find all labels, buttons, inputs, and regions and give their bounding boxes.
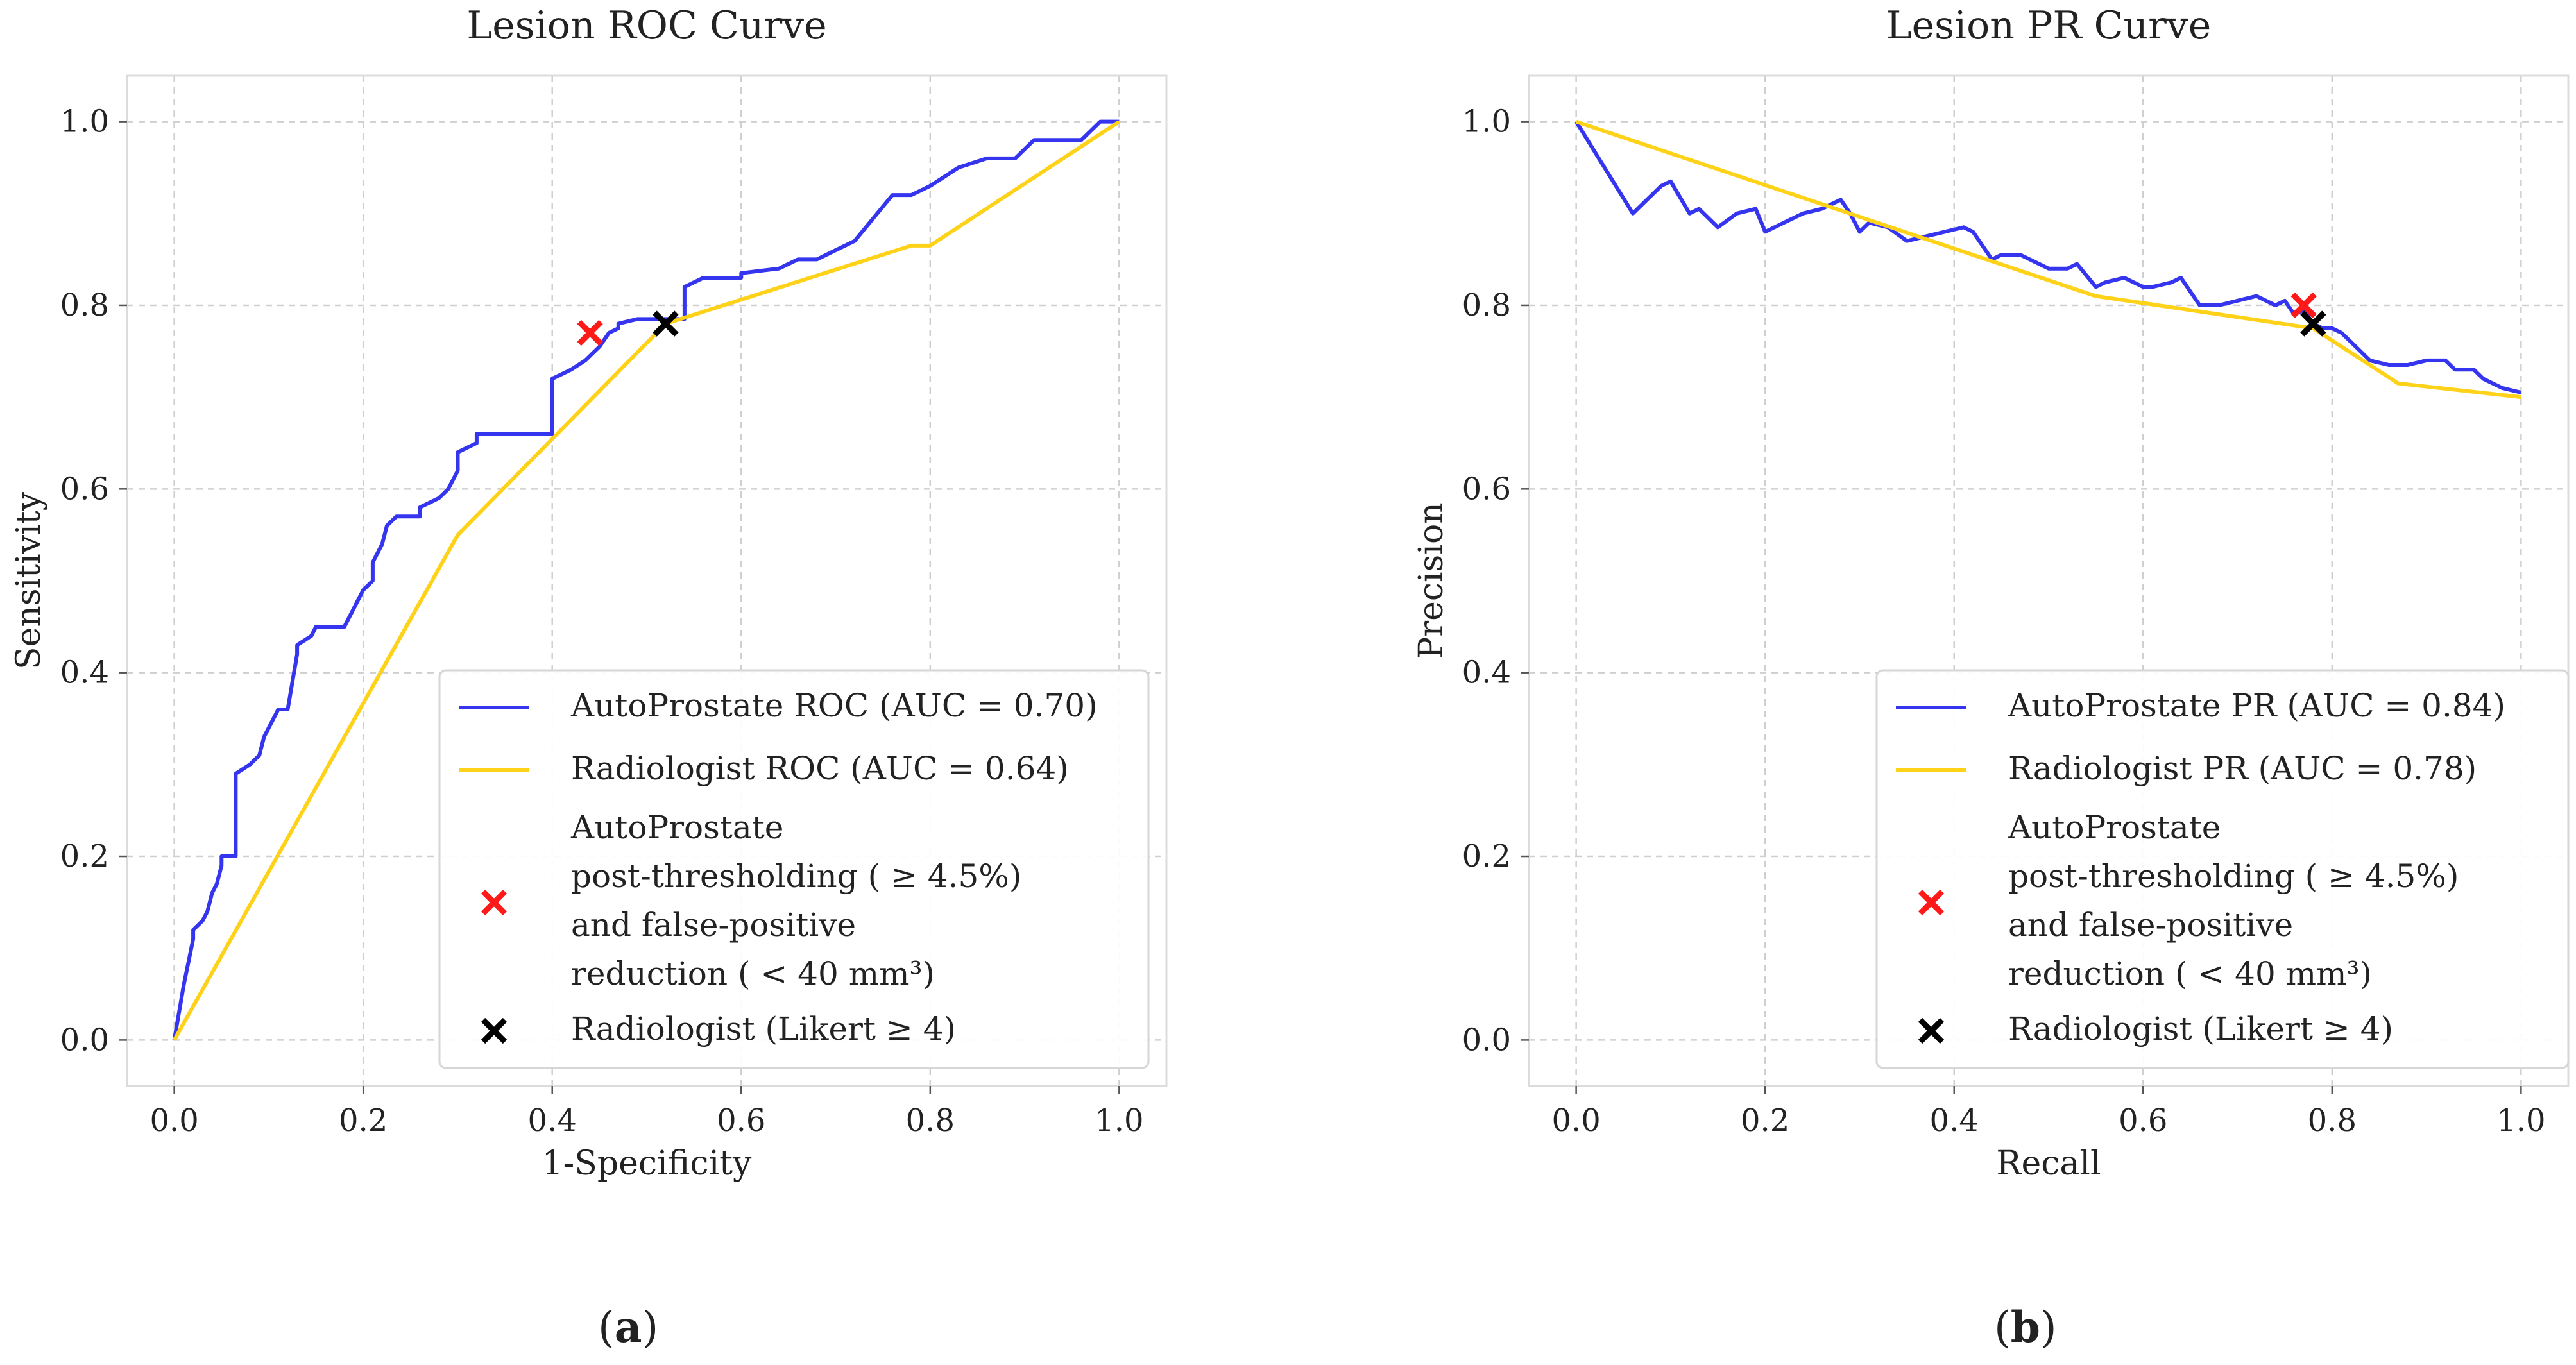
pr-legend: AutoProstate PR (AUC = 0.84) Radiologist … [1875,669,2570,1069]
panel-label-a-close: ) [642,1303,659,1352]
pr-ytick-label-1: 0.2 [1462,838,1511,874]
pr-legend-item-2-swatch-stroke-2 [1918,889,1945,916]
pr-xtick-label-3: 0.6 [2119,1103,2167,1139]
roc-marker-1 [653,310,679,337]
pr-plot-frame [1528,74,2570,1087]
pr-ytick-label-3: 0.6 [1462,471,1511,507]
roc-xtick-label-0: 0.0 [149,1103,198,1139]
pr-title: Lesion PR Curve [1886,3,2211,48]
roc-legend-item-0-label: AutoProstate ROC (AUC = 0.70) [570,687,1098,724]
panel-label-b: (b) [1994,1302,2057,1352]
pr-chart: Lesion PR Curve 0.0 0.2 0.4 0.6 0.8 1.0 0.0 0.2 0… [1412,3,2570,1183]
pr-xlabel: Recall [1996,1144,2101,1183]
roc-xtick-label-2: 0.4 [528,1103,577,1139]
roc-chart: Lesion ROC Curve 0.0 0.2 0.4 0.6 0.8 1.0 0.0 0.2… [10,3,1168,1183]
roc-marker-1-stroke-2 [653,310,679,337]
pr-xtick-label-1: 0.2 [1741,1103,1789,1139]
panel-label-a-open: ( [598,1303,615,1352]
pr-xtick-label-2: 0.4 [1930,1103,1979,1139]
pr-legend-item-2-line-3: reduction ( < 40 mm³) [2008,955,2372,992]
pr-ytick-label-0: 0.0 [1462,1022,1511,1058]
roc-legend: AutoProstate ROC (AUC = 0.70) Radiologist… [438,669,1150,1069]
pr-ytick-label-2: 0.4 [1462,655,1511,691]
panel-label-a: (a) [598,1302,658,1352]
panel-label-a-letter: a [614,1302,642,1352]
roc-ytick-label-2: 0.4 [60,655,109,691]
pr-legend-item-3-swatch [1918,1017,1945,1044]
pr-legend-item-3-label: Radiologist (Likert ≥ 4) [2008,1010,2393,1047]
panel-label-b-close: ) [2040,1303,2057,1352]
pr-xtick-label-4: 0.8 [2308,1103,2357,1139]
pr-marker-1-stroke-2 [2300,310,2326,337]
roc-marker-0 [577,319,603,346]
roc-legend-box [438,669,1150,1069]
roc-legend-item-3-swatch-stroke-2 [481,1017,508,1044]
roc-series-1-line [172,120,1121,1041]
pr-marker-0-stroke-2 [2290,292,2317,319]
roc-title: Lesion ROC Curve [466,3,826,48]
roc-legend-item-3-label: Radiologist (Likert ≥ 4) [571,1010,956,1047]
pr-series-1-line [1575,119,2521,400]
roc-ytick-label-1: 0.2 [60,838,109,874]
pr-series-0-line [1574,121,2522,394]
roc-ytick-label-0: 0.0 [60,1022,109,1058]
pr-legend-item-1-label: Radiologist PR (AUC = 0.78) [2008,750,2477,787]
pr-ytick-label-5: 1.0 [1462,104,1511,140]
roc-ytick-label-4: 0.8 [60,287,109,323]
roc-legend-item-2-line-2: and false-positive [571,906,856,944]
pr-xtick-label-0: 0.0 [1551,1103,1600,1139]
pr-ylabel: Precision [1412,502,1451,659]
roc-xtick-label-1: 0.2 [339,1103,388,1139]
roc-plot-frame [126,74,1168,1087]
roc-xtick-label-4: 0.8 [906,1103,955,1139]
pr-legend-item-2-line-0: AutoProstate [2008,809,2221,846]
pr-marker-1 [2300,310,2326,337]
pr-legend-box [1875,669,2570,1069]
pr-xtick-label-5: 1.0 [2496,1103,2545,1139]
roc-ytick-label-5: 1.0 [60,104,109,140]
roc-legend-item-2-line-0: AutoProstate [570,809,783,846]
pr-legend-item-2-line-1: post-thresholding ( ≥ 4.5%) [2008,858,2459,895]
roc-legend-item-2-line-3: reduction ( < 40 mm³) [571,955,935,992]
roc-legend-item-2-swatch-stroke-2 [481,889,508,916]
panel-label-b-letter: b [2010,1302,2040,1352]
pr-legend-item-2-swatch [1918,889,1945,916]
roc-xlabel: 1-Specificity [542,1144,752,1183]
roc-legend-item-1-label: Radiologist ROC (AUC = 0.64) [571,750,1069,787]
roc-legend-item-3-swatch [481,1017,508,1044]
pr-legend-item-0-label: AutoProstate PR (AUC = 0.84) [2008,687,2505,724]
roc-series-0-line [172,119,1120,1040]
pr-ytick-label-4: 0.8 [1462,287,1511,323]
pr-legend-item-3-swatch-stroke-2 [1918,1017,1945,1044]
roc-legend-item-2-swatch [481,889,508,916]
pr-legend-item-2-line-2: and false-positive [2008,906,2293,944]
roc-ytick-label-3: 0.6 [60,471,109,507]
roc-xtick-label-3: 0.6 [717,1103,765,1139]
pr-marker-0 [2290,292,2317,319]
roc-marker-0-stroke-2 [577,319,603,346]
roc-ylabel: Sensitivity [10,491,48,670]
panel-label-b-open: ( [1994,1303,2011,1352]
roc-xtick-label-5: 1.0 [1095,1103,1143,1139]
roc-legend-item-2-line-1: post-thresholding ( ≥ 4.5%) [571,858,1021,895]
